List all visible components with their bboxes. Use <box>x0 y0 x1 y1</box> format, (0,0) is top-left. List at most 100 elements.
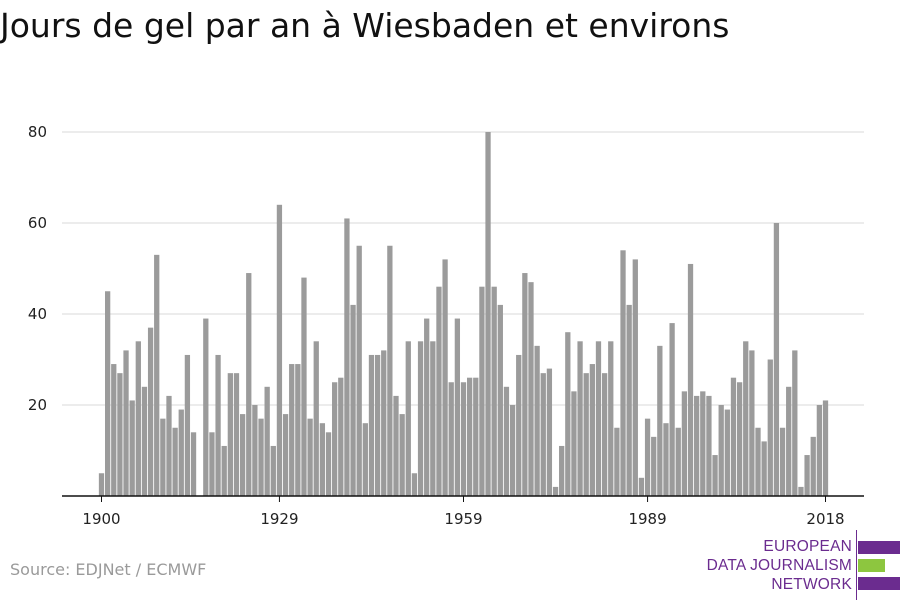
bar-1983 <box>608 341 614 496</box>
bar-1904 <box>123 350 129 496</box>
bar-1931 <box>289 364 295 496</box>
chart-title: Jours de gel par an à Wiesbaden et envir… <box>0 6 730 45</box>
bar-1928 <box>270 445 276 496</box>
bar-1991 <box>657 345 663 496</box>
bar-1950 <box>405 341 411 496</box>
bar-2014 <box>798 486 804 496</box>
source-note: Source: EDJNet / ECMWF <box>10 560 207 579</box>
edjnet-logo: EUROPEAN DATA JOURNALISM NETWORK <box>700 530 900 600</box>
logo-bar-top <box>858 541 900 554</box>
bar-1918 <box>209 432 215 496</box>
bar-2004 <box>736 382 743 496</box>
axes <box>62 495 864 502</box>
bar-1905 <box>129 400 135 496</box>
bar-1972 <box>540 373 546 496</box>
bar-1961 <box>473 377 479 496</box>
bar-2012 <box>786 386 792 496</box>
bar-1993 <box>669 323 675 496</box>
bar-2010 <box>773 223 780 496</box>
bar-1968 <box>516 354 522 496</box>
bar-1986 <box>626 304 632 496</box>
bar-1917 <box>203 318 209 496</box>
bar-1900 <box>98 473 105 496</box>
bar-1973 <box>546 368 553 496</box>
bar-1930 <box>282 414 289 496</box>
bar-2008 <box>761 441 767 496</box>
bar-1965 <box>497 304 503 496</box>
bar-1960 <box>467 377 473 496</box>
bar-2000 <box>712 455 718 496</box>
bar-1901 <box>105 291 111 496</box>
y-tick-label: 20 <box>28 396 47 414</box>
bar-1907 <box>141 386 148 496</box>
bar-1957 <box>448 382 454 496</box>
bar-1936 <box>319 423 326 496</box>
x-tick-labels: 1900 1929 1959 1989 2018 <box>82 510 844 528</box>
bar-1984 <box>614 427 620 496</box>
x-tick-label: 1929 <box>260 510 298 528</box>
bar-2002 <box>724 409 730 496</box>
y-tick-label: 40 <box>28 305 47 323</box>
bar-2016 <box>810 436 816 496</box>
logo-divider <box>856 530 857 600</box>
bar-1980 <box>589 364 595 496</box>
bar-1934 <box>307 418 313 496</box>
bar-2001 <box>718 405 724 496</box>
bar-1913 <box>178 409 184 496</box>
bar-1988 <box>638 477 645 496</box>
bar-1967 <box>509 405 516 496</box>
bar-1992 <box>663 423 669 496</box>
bar-1923 <box>239 414 246 496</box>
bar-1903 <box>117 373 123 496</box>
bar-1996 <box>687 263 694 496</box>
bar-1959 <box>460 382 467 496</box>
bar-1939 <box>338 377 344 496</box>
bar-1970 <box>528 282 534 496</box>
bar-1933 <box>301 277 307 496</box>
bar-1999 <box>706 395 712 496</box>
bar-1932 <box>295 364 301 496</box>
bar-1902 <box>111 364 117 496</box>
bar-1998 <box>700 391 706 496</box>
bar-2011 <box>779 427 786 496</box>
bar-1994 <box>675 427 681 496</box>
bar-1921 <box>227 373 233 496</box>
bar-1914 <box>184 354 191 496</box>
bar-1938 <box>332 382 338 496</box>
bar-1956 <box>442 259 448 496</box>
bars <box>98 132 829 497</box>
bar-1910 <box>160 418 166 496</box>
bar-2013 <box>792 350 798 496</box>
bar-1990 <box>651 436 657 496</box>
bar-1940 <box>344 218 350 496</box>
bar-1963 <box>485 132 491 496</box>
x-tick-label: 2018 <box>806 510 844 528</box>
bar-1962 <box>479 286 485 496</box>
bar-1971 <box>534 345 540 496</box>
bar-1982 <box>601 373 608 496</box>
bar-1929 <box>276 204 283 497</box>
bar-1906 <box>135 341 141 496</box>
x-tick-label: 1900 <box>82 510 120 528</box>
bar-1926 <box>258 418 264 496</box>
bar-1909 <box>154 254 160 496</box>
bar-1955 <box>436 286 442 496</box>
bar-1935 <box>313 341 319 496</box>
x-tick-label: 1989 <box>628 510 666 528</box>
logo-bar-bottom <box>858 577 900 590</box>
bar-2009 <box>767 359 773 496</box>
bar-1974 <box>552 486 559 496</box>
y-tick-labels: 20 40 60 80 <box>28 123 47 414</box>
bar-1912 <box>172 427 178 496</box>
bar-1943 <box>362 423 368 496</box>
bar-1925 <box>252 405 258 496</box>
bar-2003 <box>730 377 737 496</box>
bar-1947 <box>387 245 393 496</box>
bar-1995 <box>681 391 688 496</box>
bar-1978 <box>577 341 583 496</box>
logo-bar-middle <box>858 559 885 572</box>
logo-line-1: EUROPEAN <box>763 538 852 555</box>
bar-1951 <box>411 473 418 496</box>
x-tick-label: 1959 <box>444 510 482 528</box>
bar-1987 <box>632 259 638 496</box>
